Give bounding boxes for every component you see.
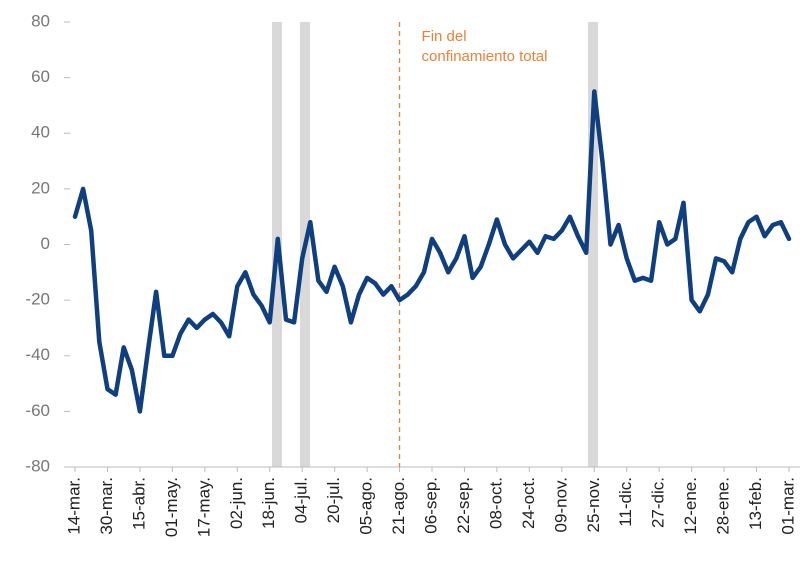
y-tick-label: 80 xyxy=(31,11,50,30)
x-tick-label: 22-sep. xyxy=(454,477,473,534)
y-tick-label: 60 xyxy=(31,67,50,86)
x-tick-label: 08-oct. xyxy=(486,477,505,529)
annotation: Fin del confinamiento total xyxy=(421,28,548,65)
x-tick-label: 11-dic. xyxy=(616,477,635,527)
y-tick-label: -60 xyxy=(25,401,50,420)
x-tick-label: 13-feb. xyxy=(746,477,765,530)
x-tick-label: 21-ago. xyxy=(389,477,408,535)
x-tick-label: 14-mar. xyxy=(64,477,83,535)
y-tick-label: 40 xyxy=(31,123,50,142)
x-tick-label: 20-jul. xyxy=(324,477,343,523)
data-line xyxy=(72,89,792,414)
y-tick-label: 20 xyxy=(31,178,50,197)
x-tick-label: 18-jun. xyxy=(259,477,278,529)
x-tick-label: 30-mar. xyxy=(97,477,116,535)
y-tick-label: -80 xyxy=(25,456,50,475)
x-tick-label: 02-jun. xyxy=(227,477,246,529)
shaded-period xyxy=(588,22,598,467)
x-tick-label: 12-ene. xyxy=(681,477,700,535)
x-tick-label: 17-may. xyxy=(194,477,213,537)
y-tick-label: 0 xyxy=(41,234,50,253)
x-tick-label: 09-nov. xyxy=(551,477,570,532)
x-tick-label: 06-sep. xyxy=(421,477,440,534)
x-tick-label: 01-may. xyxy=(162,477,181,537)
x-tick-label: 24-oct. xyxy=(519,477,538,529)
x-tick-label: 05-ago. xyxy=(357,477,376,535)
x-tick-label: 15-abr. xyxy=(129,477,148,530)
x-tick-label: 27-dic. xyxy=(649,477,668,528)
x-tick-label: 25-nov. xyxy=(584,477,603,532)
y-tick-label: -20 xyxy=(25,290,50,309)
y-tick-label: -40 xyxy=(25,345,50,364)
x-tick-label: 01-mar. xyxy=(778,477,797,535)
x-tick-label: 04-jul. xyxy=(292,477,311,523)
x-tick-label: 28-ene. xyxy=(714,477,733,535)
